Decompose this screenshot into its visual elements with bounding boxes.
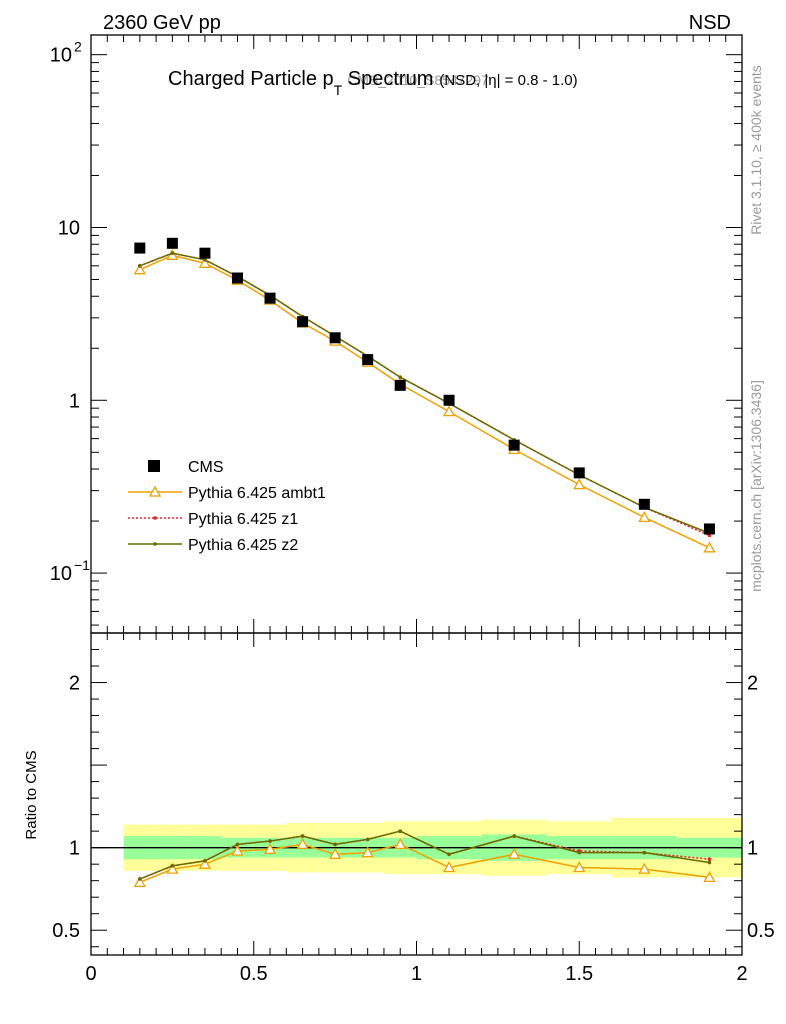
title-main: Charged Particle p: [168, 68, 334, 90]
rivet-label: Rivet 3.1.10, ≥ 400k events: [748, 65, 764, 235]
ratio-pythia-6-425-z2-point: [365, 837, 370, 842]
ratio-ylabel: Ratio to CMS: [23, 750, 40, 839]
main-pythia-6-425-z2-point: [138, 264, 142, 268]
ratio-pythia-6-425-ambt1-point: [296, 838, 309, 850]
ratio-y-tick-label-right: 2: [747, 673, 758, 695]
watermark: CMS_2010_S8547297: [347, 72, 489, 88]
chart-title: Charged Particle pT Spectrum (NSD, |η| = …: [168, 68, 578, 98]
ratio-pythia-6-425-ambt1-point: [361, 846, 374, 858]
legend-marker-pythia-6-425-ambt1: [148, 485, 162, 497]
main-pythia-6-425-ambt1-point: [133, 263, 146, 275]
ratio-pythia-6-425-ambt1-point: [166, 862, 179, 874]
main-pythia-6-425-z2-point: [203, 258, 207, 262]
ratio-pythia-6-425-ambt1-point: [573, 861, 586, 873]
x-tick-label: 2: [736, 963, 747, 985]
main-cms-point: [508, 439, 520, 451]
main-pythia-6-425-ambt1-point: [703, 541, 716, 553]
ratio-pythia-6-425-ambt1-point: [442, 861, 456, 873]
main-cms-point: [297, 316, 309, 328]
legend-marker-pythia-6-425-z2: [153, 542, 157, 546]
y-tick-label: 10: [58, 217, 80, 239]
mcplots-label: mcplots.cern.ch [arXiv:1306.3436]: [748, 380, 764, 592]
legend-marker-cms: [148, 460, 160, 472]
main-pythia-6-425-z2-point: [398, 375, 403, 380]
ratio-pythia-6-425-z2-point: [235, 842, 240, 847]
ratio-pythia-6-425-ambt1-point: [638, 862, 651, 874]
ratio-pythia-6-425-z2-point: [170, 864, 175, 868]
main-cms-point: [329, 332, 341, 344]
main-pythia-6-425-ambt1-point: [198, 257, 212, 269]
main-cms-point: [443, 394, 455, 406]
ratio-pythia-6-425-z2-point: [268, 839, 272, 843]
ratio-pythia-6-425-z2-point: [398, 829, 403, 833]
ratio-pythia-6-425-z2-line: [139, 830, 710, 880]
ratio-pythia-6-425-z2-point: [447, 852, 451, 857]
ratio-pythia-6-425-z2-point: [138, 877, 142, 881]
main-pythia-6-425-ambt1-point: [573, 478, 586, 490]
legend-label: Pythia 6.425 z2: [188, 537, 298, 554]
ratio-pythia-6-425-ambt1-point: [231, 844, 244, 856]
main-pythia-6-425-z2-point: [170, 251, 175, 255]
legend-label: Pythia 6.425 ambt1: [188, 485, 326, 502]
main-cms-point: [362, 354, 374, 366]
y-tick-label: 10: [50, 45, 72, 67]
ratio-pythia-6-425-z1-point: [707, 857, 712, 862]
ratio-pythia-6-425-ambt1-point: [133, 876, 146, 887]
ratio-pythia-6-425-ambt1-point: [263, 842, 277, 854]
x-tick-label: 0: [85, 963, 96, 985]
ratio-y-tick-label-right: 0.5: [747, 920, 775, 942]
ratio-pythia-6-425-ambt1-point: [508, 847, 521, 859]
ratio-pythia-6-425-z2-point: [203, 859, 207, 863]
x-tick-label: 1.5: [565, 963, 593, 985]
main-cms-point: [703, 523, 715, 535]
ratio-pythia-6-425-z2-point: [512, 834, 516, 838]
title-small: (NSD, |η| = 0.8 - 1.0): [439, 72, 577, 89]
header-left: 2360 GeV pp: [103, 12, 221, 34]
ratio-y-tick-label: 2: [69, 673, 80, 695]
y-tick-label: 1: [69, 390, 80, 412]
main-pythia-6-425-ambt1-point: [638, 511, 651, 523]
ratio-frame: [90, 632, 743, 956]
title-sub: T: [334, 82, 343, 98]
main-cms-point: [134, 242, 146, 254]
ratio-pythia-6-425-ambt1-line: [139, 843, 710, 884]
ratio-pythia-6-425-z2-point: [577, 850, 582, 855]
y-tick-exponent: 2: [74, 39, 82, 55]
main-pythia-6-425-ambt1-line: [139, 254, 710, 549]
main-pythia-6-425-ambt1-point: [442, 405, 456, 417]
main-cms-point: [199, 247, 211, 259]
x-tick-label: 0.5: [240, 963, 268, 985]
ratio-pythia-6-425-ambt1-point: [329, 847, 342, 859]
main-cms-point: [573, 467, 585, 479]
title-rest: Spectrum: [342, 68, 433, 90]
ratio-pythia-6-425-z2-point: [300, 834, 305, 838]
main-pythia-6-425-z2-line: [139, 252, 710, 534]
ratio-pythia-6-425-z2-point: [642, 850, 647, 855]
ratio-pythia-6-425-ambt1-point: [394, 838, 407, 850]
main-cms-point: [638, 498, 650, 510]
legend-label: CMS: [188, 459, 224, 476]
ratio-y-tick-label-right: 1: [747, 838, 758, 860]
ratio-y-tick-label: 0.5: [52, 920, 80, 942]
y-tick-exponent: −1: [74, 557, 90, 573]
main-cms-point: [166, 237, 178, 249]
ratio-pythia-6-425-ambt1-point: [703, 871, 716, 883]
header-right: NSD: [689, 12, 731, 34]
ratio-y-tick-label: 1: [69, 838, 80, 860]
ratio-panel: Ratio to CMS 0 0.5 1 1.5 20.5 0.51 12 2: [23, 632, 775, 985]
ratio-pythia-6-425-z2-point: [333, 842, 337, 847]
main-panel: CMS_2010_S8547297 Charged Particle pT Sp…: [50, 34, 743, 634]
legend-label: Pythia 6.425 z1: [188, 511, 298, 528]
ratio-pythia-6-425-ambt1-point: [198, 857, 212, 869]
main-cms-point: [394, 379, 406, 391]
main-cms-point: [264, 292, 276, 304]
x-tick-label: 1: [411, 963, 422, 985]
main-cms-point: [231, 272, 243, 284]
ratio-pythia-6-425-z2-point: [707, 860, 712, 865]
legend-marker-pythia-6-425-z1: [153, 516, 157, 520]
y-tick-label: 10: [50, 563, 72, 585]
